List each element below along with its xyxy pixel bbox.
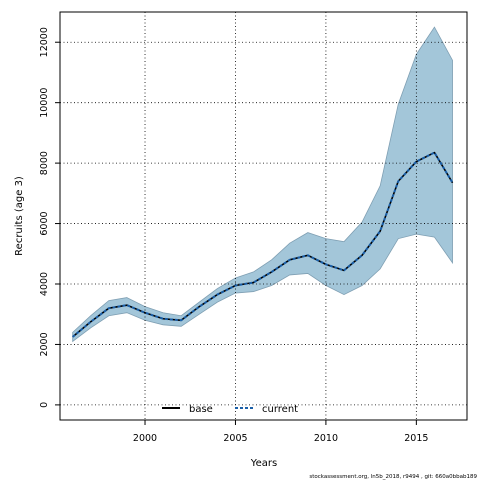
- y-tick-label: 4000: [39, 272, 50, 296]
- legend: base current: [162, 404, 298, 415]
- y-tick-label: 6000: [39, 211, 50, 235]
- x-axis-label: Years: [250, 458, 277, 469]
- series-line-current: [72, 151, 454, 338]
- series-layer: [72, 151, 454, 338]
- x-tick-label: 2005: [223, 433, 247, 444]
- confidence-band-layer: [72, 26, 453, 343]
- legend-label-base: base: [189, 404, 213, 415]
- y-tick-label: 12000: [39, 27, 50, 57]
- grid-layer: [60, 12, 467, 420]
- x-tick-label: 2010: [314, 433, 338, 444]
- x-tick-label: 2000: [133, 433, 157, 444]
- y-axis-label: Recruits (age 3): [14, 176, 25, 256]
- footer-note: stockassessment.org, ln5b_2018, r9494 , …: [309, 474, 477, 480]
- y-tick-label: 2000: [39, 332, 50, 356]
- x-axis-ticks: 2000 2005 2010 2015: [133, 420, 428, 444]
- y-tick-label: 0: [39, 402, 50, 408]
- legend-label-current: current: [262, 404, 298, 415]
- y-tick-label: 8000: [39, 151, 50, 175]
- confidence-band: [72, 26, 453, 343]
- x-tick-label: 2015: [404, 433, 428, 444]
- y-tick-label: 10000: [39, 88, 50, 118]
- plot-frame: [59, 11, 468, 421]
- y-axis-ticks: 0 2000 4000 6000 8000 10000 12000: [39, 27, 60, 408]
